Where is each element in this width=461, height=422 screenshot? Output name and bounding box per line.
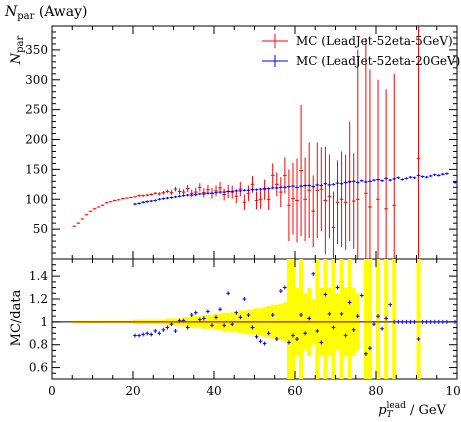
svg-text:MC/data: MC/data [9,289,24,346]
ratio-band-bin [416,259,421,379]
legend-label-mc-5gev: MC (LeadJet-52eta-5GeV) [296,34,453,48]
main-ytick-label: 350 [25,43,48,57]
main-ytick-label: 150 [25,162,48,176]
ratio-xtick-label: 100 [446,384,461,398]
ratio-band-bin [376,259,381,379]
ratio-uncertainty-band [72,259,421,379]
main-ytick-label: 200 [25,133,48,147]
ratio-band-bin [347,259,352,379]
main-ytick-label: 250 [25,103,48,117]
ratio-ytick-label: 1.2 [29,292,48,306]
ratio-ytick-label: 1 [40,315,48,329]
legend: MC (LeadJet-52eta-5GeV) MC (LeadJet-52et… [262,34,460,68]
main-series-marks [72,26,457,259]
ratio-ylabel: MC/data [9,289,24,346]
ratio-xtick-label: 80 [368,384,383,398]
ratio-band-bin [323,259,328,379]
ratio-band-bin [392,259,397,379]
main-ytick-label: 50 [33,222,48,236]
ratio-ytick-label: 1.4 [29,269,48,283]
x-axis-label: pTlead / GeV [378,401,446,420]
ratio-band-bin [299,259,304,379]
ratio-xtick-label: 0 [48,384,56,398]
ratio-ytick-label: 0.6 [29,361,48,375]
ratio-band-bin [363,259,368,379]
ratio-xtick-label: 40 [206,384,221,398]
ratio-ytick-label: 0.8 [29,338,48,352]
ratio-band-bin [339,259,344,379]
ratio-xtick-label: 60 [287,384,302,398]
ratio-xtick-label: 20 [125,384,140,398]
ratio-band-bin [286,259,291,379]
legend-label-mc-20gev: MC (LeadJet-52eta-20GeV) [296,54,460,68]
plot-title: Npar (Away) [4,4,88,22]
ratio-band-bin [331,259,336,379]
ratio-band-bin [290,259,295,379]
ratio-series-marks [72,271,457,356]
ratio-band-bin [367,259,372,379]
main-ylabel: Npar [9,36,26,66]
ratio-band-bin [315,259,320,379]
ratio-axis-ticks: 0.6 0.8 1 1.2 1.4 0 20 40 60 80 100 [29,259,461,398]
svg-text:Npar: Npar [9,36,26,66]
main-ytick-label: 300 [25,73,48,87]
main-ytick-label: 100 [25,192,48,206]
main-axis-ticks: 50 100 150 200 250 300 350 [25,26,458,259]
